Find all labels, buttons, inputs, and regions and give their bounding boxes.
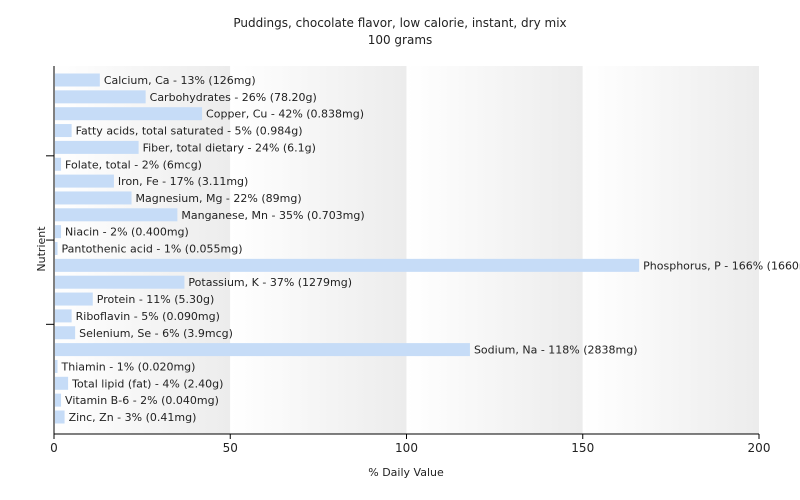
bar-label: Zinc, Zn - 3% (0.41mg)	[69, 411, 197, 424]
bar-label: Iron, Fe - 17% (3.11mg)	[118, 175, 248, 188]
grid-band	[406, 66, 583, 434]
bar	[55, 157, 62, 171]
grid-bands	[54, 66, 759, 434]
bar	[55, 73, 100, 87]
bars-group	[55, 73, 640, 424]
x-tick-label: 150	[571, 441, 594, 455]
bar	[55, 124, 72, 138]
bar-label: Manganese, Mn - 35% (0.703mg)	[181, 209, 364, 222]
bar	[55, 393, 62, 407]
bar	[55, 275, 185, 289]
bar	[55, 376, 69, 390]
chart-subtitle: 100 grams	[368, 33, 433, 47]
bar-label: Vitamin B-6 - 2% (0.040mg)	[65, 394, 219, 407]
x-tick-label: 100	[395, 441, 418, 455]
bar	[55, 107, 203, 121]
bar-label: Phosphorus, P - 166% (1660mg)	[643, 259, 800, 272]
bar	[55, 359, 58, 373]
bar-label: Carbohydrates - 26% (78.20g)	[150, 91, 317, 104]
bar-labels-group: Calcium, Ca - 13% (126mg) Carbohydrates -…	[61, 74, 800, 424]
bar	[55, 292, 93, 306]
bar	[55, 90, 146, 104]
bar	[55, 258, 640, 272]
bar-label: Protein - 11% (5.30g)	[97, 293, 215, 306]
bar	[55, 410, 65, 424]
chart-title: Puddings, chocolate flavor, low calorie,…	[233, 16, 566, 30]
x-ticks-group: 0 50 100 150 200	[50, 434, 770, 455]
bar	[55, 140, 139, 154]
bar	[55, 191, 132, 205]
bar-label: Potassium, K - 37% (1279mg)	[188, 276, 352, 289]
bar	[55, 242, 58, 255]
bar	[55, 225, 62, 239]
x-tick-label: 50	[223, 441, 238, 455]
x-tick-label: 200	[748, 441, 771, 455]
bar	[55, 326, 76, 340]
bar-label: Thiamin - 1% (0.020mg)	[61, 360, 196, 373]
x-tick-label: 0	[50, 441, 58, 455]
grid-band	[54, 66, 231, 434]
bar-label: Total lipid (fat) - 4% (2.40g)	[71, 377, 223, 390]
bar	[55, 343, 470, 357]
bar-label: Niacin - 2% (0.400mg)	[65, 226, 189, 239]
grid-band	[230, 66, 407, 434]
grid-band	[582, 66, 759, 434]
bar	[55, 309, 72, 323]
bar-label: Pantothenic acid - 1% (0.055mg)	[62, 243, 243, 256]
bar-label: Selenium, Se - 6% (3.9mcg)	[79, 327, 233, 340]
bar-label: Riboflavin - 5% (0.090mg)	[76, 310, 220, 323]
bar-label: Fiber, total dietary - 24% (6.1g)	[143, 141, 316, 154]
bar-label: Calcium, Ca - 13% (126mg)	[104, 74, 256, 87]
bar	[55, 174, 114, 188]
bar-label: Copper, Cu - 42% (0.838mg)	[206, 108, 364, 121]
y-axis-title: Nutrient	[35, 226, 48, 272]
bar-label: Sodium, Na - 118% (2838mg)	[474, 344, 638, 357]
bar	[55, 208, 178, 222]
bar-label: Magnesium, Mg - 22% (89mg)	[136, 192, 302, 205]
bar-label: Folate, total - 2% (6mcg)	[65, 158, 202, 171]
bar-label: Fatty acids, total saturated - 5% (0.984…	[76, 125, 303, 138]
x-axis-title: % Daily Value	[368, 466, 444, 479]
